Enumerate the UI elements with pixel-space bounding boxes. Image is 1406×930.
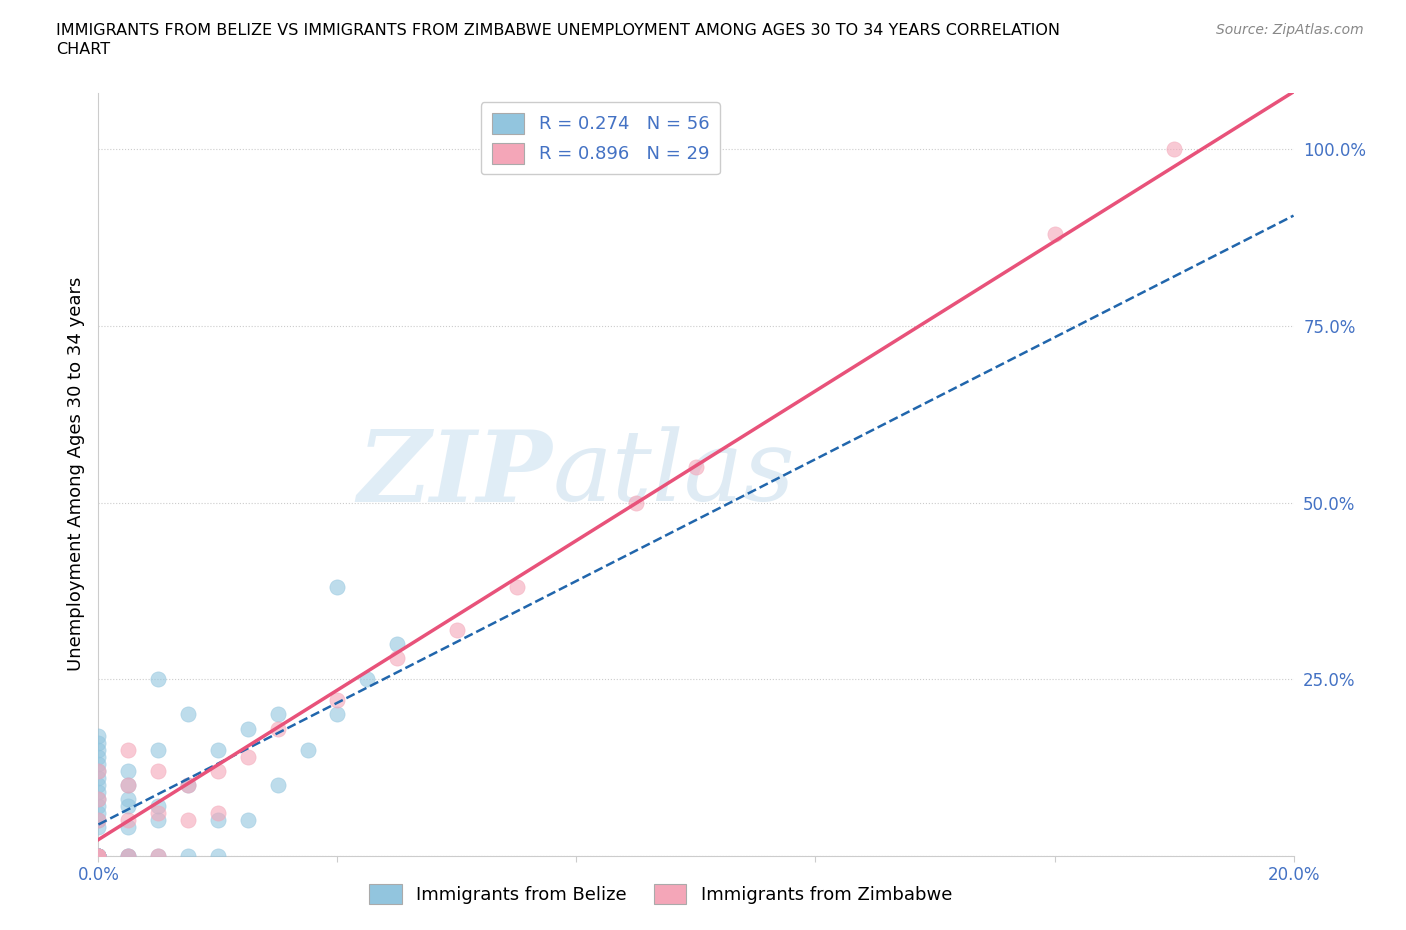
Point bbox=[87, 820, 110, 835]
Point bbox=[87, 848, 110, 863]
Point bbox=[148, 799, 170, 814]
Point bbox=[87, 764, 110, 778]
Point bbox=[87, 848, 110, 863]
Point bbox=[207, 848, 229, 863]
Point bbox=[117, 791, 139, 806]
Point bbox=[87, 848, 110, 863]
Point bbox=[148, 671, 170, 686]
Point bbox=[626, 495, 648, 510]
Point bbox=[267, 721, 290, 736]
Point bbox=[87, 791, 110, 806]
Point bbox=[117, 742, 139, 757]
Point bbox=[87, 848, 110, 863]
Point bbox=[148, 848, 170, 863]
Point bbox=[87, 848, 110, 863]
Point bbox=[685, 459, 707, 474]
Text: IMMIGRANTS FROM BELIZE VS IMMIGRANTS FROM ZIMBABWE UNEMPLOYMENT AMONG AGES 30 TO: IMMIGRANTS FROM BELIZE VS IMMIGRANTS FRO… bbox=[56, 23, 1060, 38]
Text: atlas: atlas bbox=[553, 427, 796, 522]
Text: CHART: CHART bbox=[56, 42, 110, 57]
Point bbox=[267, 777, 290, 792]
Point bbox=[87, 848, 110, 863]
Point bbox=[207, 805, 229, 820]
Point bbox=[117, 848, 139, 863]
Point bbox=[117, 777, 139, 792]
Point bbox=[326, 707, 349, 722]
Point bbox=[207, 764, 229, 778]
Point bbox=[1163, 142, 1185, 157]
Point bbox=[148, 742, 170, 757]
Point bbox=[148, 848, 170, 863]
Point bbox=[117, 777, 139, 792]
Point bbox=[87, 870, 110, 884]
Point bbox=[87, 848, 110, 863]
Point bbox=[87, 770, 110, 785]
Point bbox=[506, 579, 529, 594]
Point bbox=[87, 813, 110, 828]
Point bbox=[87, 785, 110, 800]
Point bbox=[87, 813, 110, 828]
Point bbox=[87, 742, 110, 757]
Point bbox=[117, 813, 139, 828]
Point bbox=[87, 848, 110, 863]
Point bbox=[87, 848, 110, 863]
Legend: R = 0.274   N = 56, R = 0.896   N = 29: R = 0.274 N = 56, R = 0.896 N = 29 bbox=[481, 102, 720, 175]
Point bbox=[87, 848, 110, 863]
Point bbox=[87, 848, 110, 863]
Point bbox=[385, 650, 409, 665]
Point bbox=[177, 777, 200, 792]
Point bbox=[87, 848, 110, 863]
Point bbox=[87, 799, 110, 814]
Point bbox=[87, 777, 110, 792]
Point bbox=[87, 736, 110, 751]
Text: Source: ZipAtlas.com: Source: ZipAtlas.com bbox=[1216, 23, 1364, 37]
Point bbox=[87, 848, 110, 863]
Point bbox=[177, 848, 200, 863]
Point bbox=[177, 813, 200, 828]
Point bbox=[87, 750, 110, 764]
Point bbox=[87, 791, 110, 806]
Point bbox=[87, 728, 110, 743]
Y-axis label: Unemployment Among Ages 30 to 34 years: Unemployment Among Ages 30 to 34 years bbox=[66, 277, 84, 671]
Point bbox=[117, 848, 139, 863]
Point bbox=[326, 579, 349, 594]
Point bbox=[117, 799, 139, 814]
Point bbox=[297, 742, 319, 757]
Point bbox=[236, 721, 259, 736]
Point bbox=[356, 671, 378, 686]
Legend: Immigrants from Belize, Immigrants from Zimbabwe: Immigrants from Belize, Immigrants from … bbox=[363, 876, 959, 911]
Point bbox=[87, 848, 110, 863]
Point bbox=[446, 622, 468, 637]
Point bbox=[326, 693, 349, 708]
Point bbox=[148, 805, 170, 820]
Point bbox=[117, 848, 139, 863]
Point bbox=[87, 756, 110, 771]
Point bbox=[117, 764, 139, 778]
Point bbox=[87, 848, 110, 863]
Point bbox=[385, 636, 409, 651]
Point bbox=[207, 813, 229, 828]
Point bbox=[207, 742, 229, 757]
Point bbox=[177, 777, 200, 792]
Point bbox=[87, 848, 110, 863]
Point bbox=[87, 848, 110, 863]
Point bbox=[236, 813, 259, 828]
Point bbox=[177, 707, 200, 722]
Point bbox=[87, 848, 110, 863]
Text: ZIP: ZIP bbox=[357, 426, 553, 523]
Point bbox=[87, 764, 110, 778]
Point bbox=[267, 707, 290, 722]
Point bbox=[236, 750, 259, 764]
Point bbox=[148, 813, 170, 828]
Point bbox=[148, 764, 170, 778]
Point bbox=[87, 805, 110, 820]
Point bbox=[87, 884, 110, 898]
Point bbox=[1043, 227, 1066, 242]
Point bbox=[87, 848, 110, 863]
Point bbox=[117, 820, 139, 835]
